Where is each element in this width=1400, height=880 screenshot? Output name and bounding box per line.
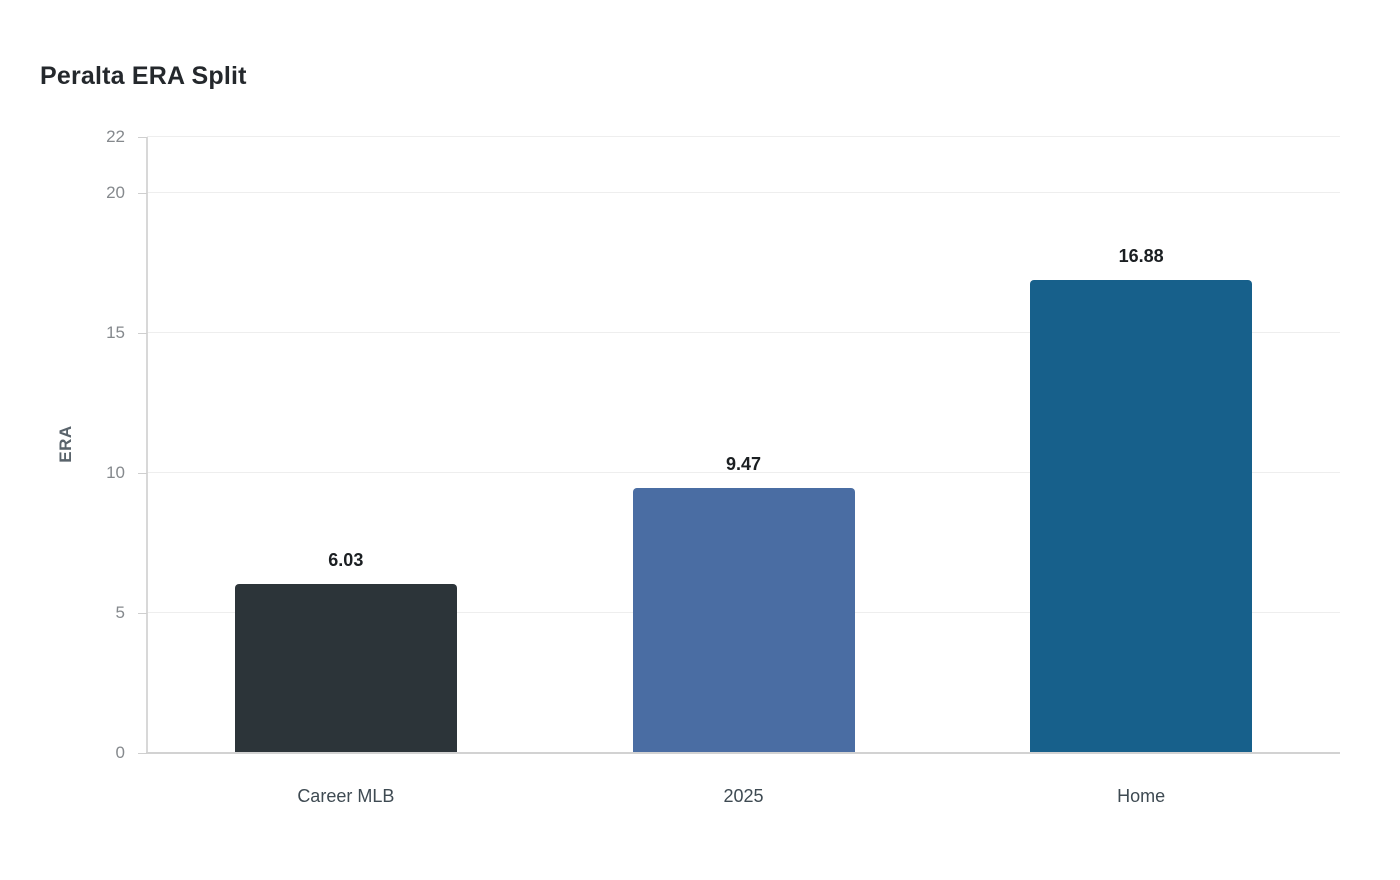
bar-2025	[632, 487, 855, 753]
bar-career-mlb	[234, 584, 457, 753]
y-tick-label-20: 20	[106, 183, 125, 202]
gridline-15	[147, 332, 1340, 333]
y-tick-mark-22	[138, 136, 147, 138]
y-tick-label-15: 15	[106, 323, 125, 342]
plot-area: 6.03 9.47 16.88	[147, 136, 1340, 753]
gridline-10	[147, 472, 1340, 473]
x-tick-label-career-mlb: Career MLB	[297, 786, 395, 806]
x-tick-label-2025: 2025	[723, 786, 764, 806]
value-label-2025: 9.47	[725, 453, 761, 474]
bar-home	[1030, 280, 1253, 753]
value-label-career-mlb: 6.03	[328, 550, 364, 571]
y-axis-label: ERA	[56, 425, 75, 463]
y-tick-label-22: 22	[106, 127, 125, 146]
y-tick-label-5: 5	[115, 603, 125, 622]
y-axis-line	[146, 137, 148, 753]
value-label-home: 16.88	[1118, 246, 1164, 267]
y-tick-label-0: 0	[115, 743, 125, 762]
y-tick-mark-20	[138, 192, 147, 194]
y-tick-mark-10	[138, 472, 147, 474]
chart-title: Peralta ERA Split	[40, 62, 247, 90]
x-tick-label-home: Home	[1117, 786, 1166, 806]
y-tick-mark-15	[138, 332, 147, 334]
y-tick-mark-0	[138, 752, 147, 754]
x-axis-line	[146, 752, 1340, 754]
y-tick-label-10: 10	[106, 463, 125, 482]
y-tick-mark-5	[138, 612, 147, 614]
gridline-22	[147, 136, 1340, 137]
gridline-20	[147, 192, 1340, 193]
